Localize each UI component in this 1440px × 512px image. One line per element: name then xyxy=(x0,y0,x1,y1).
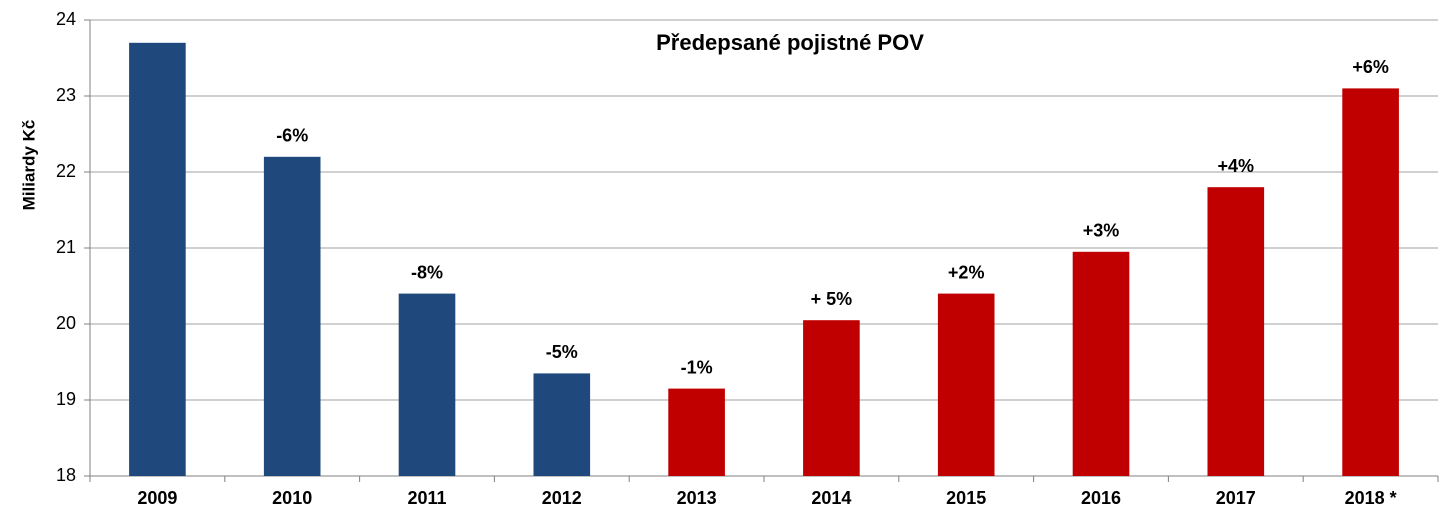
annotation: +6% xyxy=(1352,57,1389,77)
bar xyxy=(129,42,186,477)
y-axis-label: Miliardy Kč xyxy=(19,120,38,211)
annotation: + 5% xyxy=(811,289,853,309)
y-tick-label: 20 xyxy=(56,313,76,333)
x-tick-label: 2018 * xyxy=(1345,488,1397,508)
annotation: +4% xyxy=(1218,156,1255,176)
x-tick-label: 2013 xyxy=(677,488,717,508)
x-tick-label: 2011 xyxy=(407,488,446,508)
y-tick-label: 19 xyxy=(56,389,76,409)
y-tick-label: 22 xyxy=(56,161,76,181)
annotation: -8% xyxy=(411,262,443,282)
x-tick-label: 2015 xyxy=(946,488,986,508)
bar xyxy=(398,293,456,476)
chart-title: Předepsané pojistné POV xyxy=(656,30,924,55)
x-tick-label: 2009 xyxy=(137,488,177,508)
x-tick-label: 2012 xyxy=(542,488,582,508)
annotation: -5% xyxy=(546,342,578,362)
bar xyxy=(937,293,995,476)
annotation: +2% xyxy=(948,262,985,282)
y-tick-label: 18 xyxy=(56,465,76,485)
annotation: -1% xyxy=(681,357,713,377)
bar xyxy=(668,388,725,476)
bar xyxy=(803,320,860,476)
bar xyxy=(1072,251,1130,476)
x-tick-label: 2010 xyxy=(272,488,312,508)
bar xyxy=(1207,187,1265,476)
annotation: +3% xyxy=(1083,221,1120,241)
annotation: -6% xyxy=(276,126,308,146)
x-tick-label: 2014 xyxy=(811,488,851,508)
y-tick-label: 21 xyxy=(56,237,76,257)
x-tick-label: 2017 xyxy=(1216,488,1256,508)
bar xyxy=(263,156,321,477)
bar xyxy=(1342,88,1399,477)
bar xyxy=(533,373,591,476)
y-tick-label: 24 xyxy=(56,9,76,29)
y-tick-label: 23 xyxy=(56,85,76,105)
x-tick-label: 2016 xyxy=(1081,488,1121,508)
